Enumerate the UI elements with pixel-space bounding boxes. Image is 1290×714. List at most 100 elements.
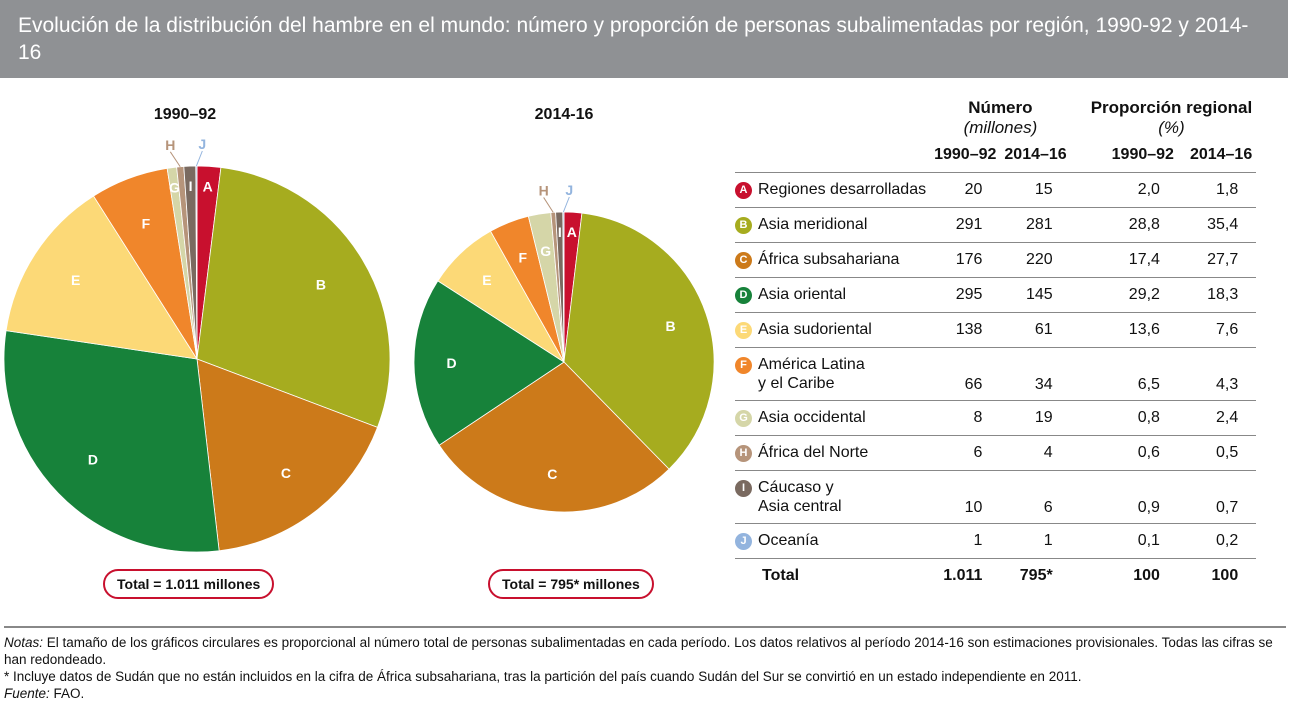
cell-p2: 0,5 (1177, 435, 1257, 471)
slice-label-B: B (665, 318, 675, 334)
col-header: 1990–92 (1111, 146, 1174, 163)
pie-slice-D (413, 280, 565, 446)
region-badge-icon: D (735, 287, 752, 304)
table-row: A Regiones desarrolladas 20 15 2,0 1,8 (735, 172, 1257, 208)
cell-n2: 4 (1000, 435, 1071, 471)
cell-n1: 10 (930, 470, 1001, 524)
region-label: J Oceanía (735, 523, 931, 559)
cell-n1: 291 (930, 207, 1001, 243)
slice-label-J: J (198, 136, 206, 152)
slice-label-H: H (539, 182, 549, 198)
total-row: Total 1.011 795* 100 100 (735, 558, 1257, 593)
region-badge-icon: A (735, 182, 752, 199)
total-1990: Total = 1.011 millones (103, 569, 275, 599)
slice-label-D: D (446, 355, 456, 371)
pie-slice-J (195, 165, 198, 360)
region-label: A Regiones desarrolladas (735, 172, 931, 208)
cell-p1: 0,1 (1070, 523, 1178, 559)
slice-label-G: G (540, 243, 551, 259)
cell-p2: 7,6 (1177, 312, 1257, 348)
table-row: B Asia meridional 291 281 28,8 35,4 (735, 207, 1257, 243)
table-row: J Oceanía 1 1 0,1 0,2 (735, 523, 1257, 559)
total-n2: 795* (1000, 558, 1071, 593)
cell-p2: 0,7 (1177, 470, 1257, 524)
cell-p1: 28,8 (1070, 207, 1178, 243)
cell-n2: 220 (1000, 242, 1071, 278)
pie-slice-C (196, 358, 379, 552)
region-badge-icon: H (735, 445, 752, 462)
pie-slice-D (3, 330, 220, 553)
table-row: F América Latina y el Caribe 66 34 6,5 4,3 (735, 347, 1257, 401)
cell-p1: 2,0 (1070, 172, 1178, 208)
slice-label-H: H (165, 137, 175, 153)
cell-n1: 176 (930, 242, 1001, 278)
slice-label-E: E (71, 272, 80, 288)
total-p1: 100 (1070, 558, 1178, 593)
table-row: G Asia occidental 8 19 0,8 2,4 (735, 400, 1257, 436)
region-label: B Asia meridional (735, 207, 931, 243)
cell-p2: 1,8 (1177, 172, 1257, 208)
chart-title: Evolución de la distribución del hambre … (0, 0, 1288, 78)
cell-p1: 0,6 (1070, 435, 1178, 471)
slice-label-C: C (547, 466, 557, 482)
data-table: Número (millones) Proporción regional (%) 1… (735, 98, 1257, 593)
leader-line (543, 197, 554, 213)
region-badge-icon: I (735, 480, 752, 497)
region-label: H África del Norte (735, 435, 931, 471)
slice-label-A: A (567, 224, 577, 240)
region-label: E Asia sudoriental (735, 312, 931, 348)
pie-slice-C (438, 361, 670, 513)
leader-line (195, 150, 203, 167)
cell-p1: 6,5 (1070, 347, 1178, 401)
slice-label-I: I (558, 224, 562, 240)
cell-p1: 0,9 (1070, 470, 1178, 524)
table-row: E Asia sudoriental 138 61 13,6 7,6 (735, 312, 1257, 348)
cell-n1: 8 (930, 400, 1001, 436)
region-badge-icon: J (735, 533, 752, 550)
region-label: F América Latina y el Caribe (735, 347, 931, 401)
cell-p2: 2,4 (1177, 400, 1257, 436)
cell-n2: 15 (1000, 172, 1071, 208)
cell-n2: 61 (1000, 312, 1071, 348)
total-label: Total (735, 558, 931, 593)
region-label: G Asia occidental (735, 400, 931, 436)
slice-label-D: D (88, 452, 98, 468)
cell-n2: 6 (1000, 470, 1071, 524)
total-p2: 100 (1177, 558, 1257, 593)
cell-n2: 145 (1000, 277, 1071, 313)
region-label: C África subsahariana (735, 242, 931, 278)
pie-slice-B (196, 167, 391, 428)
table-row: C África subsahariana 176 220 17,4 27,7 (735, 242, 1257, 278)
table-row: I Cáucaso y Asia central 10 6 0,9 0,7 (735, 470, 1257, 524)
region-label: I Cáucaso y Asia central (735, 470, 931, 524)
cell-n1: 295 (930, 277, 1001, 313)
total-2014: Total = 795* millones (488, 569, 654, 599)
pie-slice-J (562, 211, 565, 363)
cell-n1: 20 (930, 172, 1001, 208)
pie-slice-E (5, 195, 198, 360)
slice-label-I: I (189, 178, 193, 194)
leader-line (169, 151, 181, 168)
region-badge-icon: F (735, 357, 752, 374)
total-n1: 1.011 (930, 558, 1001, 593)
header-numero: Número (millones) (963, 98, 1038, 137)
slice-label-A: A (203, 178, 213, 194)
cell-n2: 1 (1000, 523, 1071, 559)
cell-p2: 35,4 (1177, 207, 1257, 243)
table-row: H África del Norte 6 4 0,6 0,5 (735, 435, 1257, 471)
col-header: 1990–92 (934, 146, 997, 163)
slice-label-J: J (565, 182, 573, 198)
table-row: D Asia oriental 295 145 29,2 18,3 (735, 277, 1257, 313)
cell-p2: 4,3 (1177, 347, 1257, 401)
leader-line (562, 196, 570, 213)
cell-p2: 27,7 (1177, 242, 1257, 278)
cell-n1: 6 (930, 435, 1001, 471)
cell-n1: 1 (930, 523, 1001, 559)
slice-label-F: F (142, 216, 151, 232)
pie-title-2014: 2014-16 (534, 106, 594, 123)
slice-label-F: F (518, 249, 527, 265)
cell-p1: 17,4 (1070, 242, 1178, 278)
pie-title-1990: 1990–92 (153, 106, 217, 123)
cell-n1: 66 (930, 347, 1001, 401)
